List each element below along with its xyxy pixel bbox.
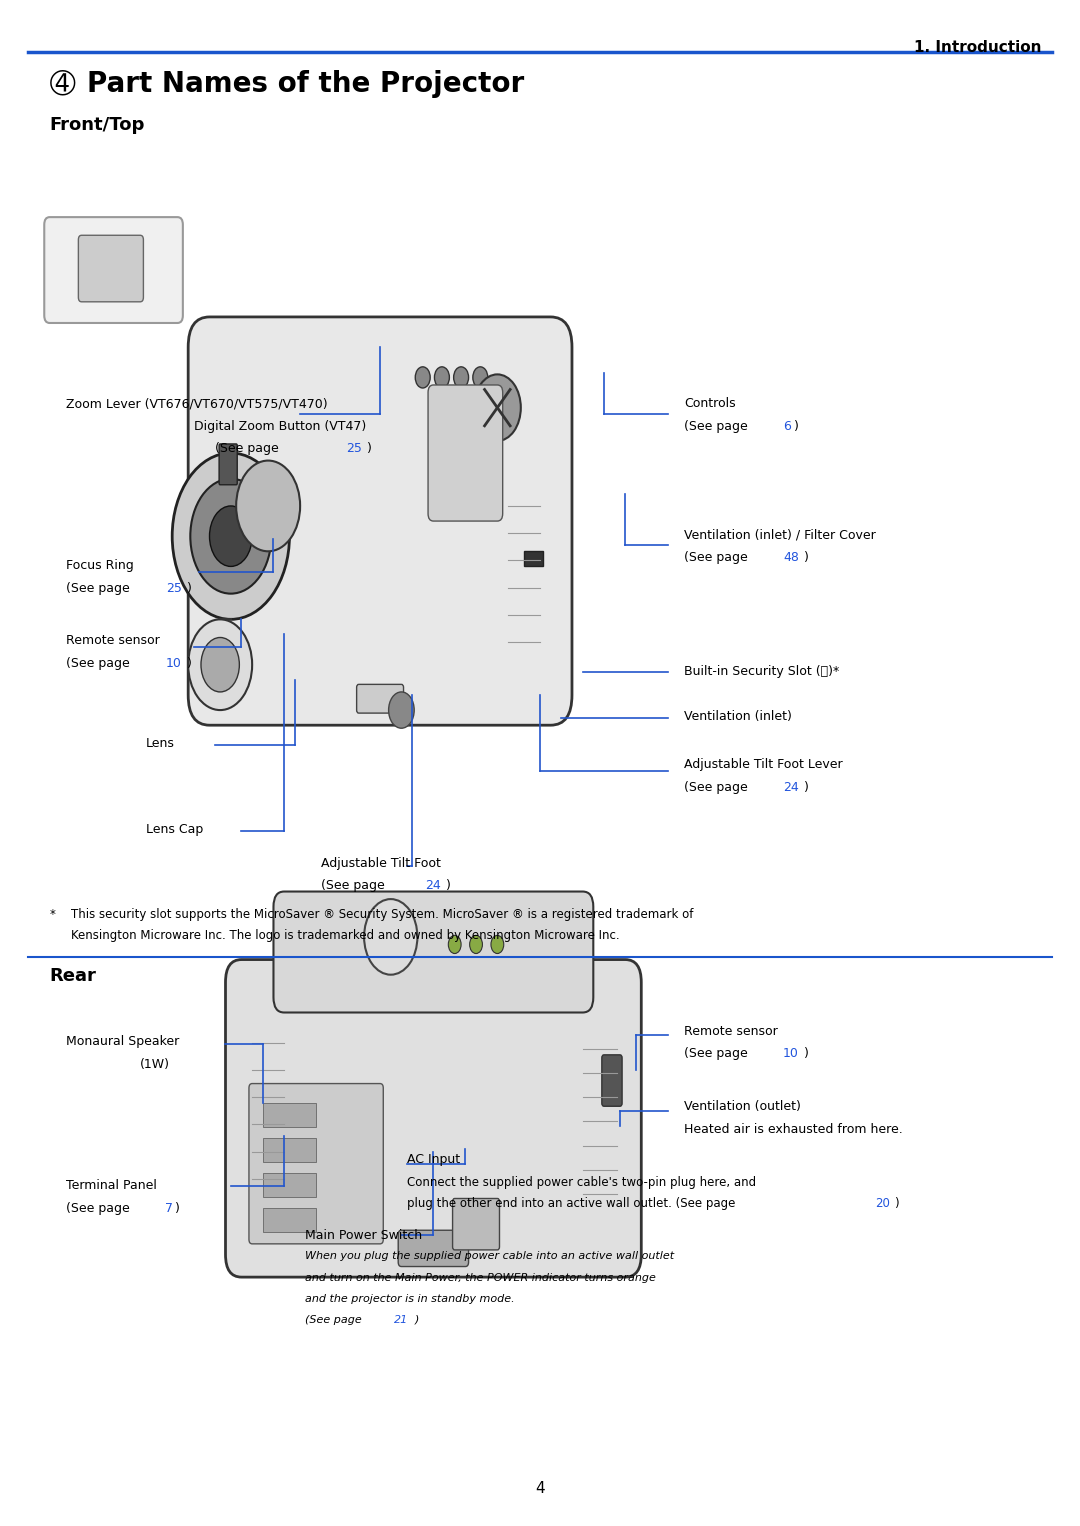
Text: 10: 10 [166, 658, 181, 670]
Circle shape [201, 638, 240, 691]
Text: (See page: (See page [684, 781, 752, 794]
Text: (1W): (1W) [140, 1058, 171, 1071]
Text: 1. Introduction: 1. Introduction [914, 40, 1041, 55]
Text: (See page: (See page [322, 879, 389, 893]
Circle shape [389, 691, 415, 728]
FancyBboxPatch shape [428, 385, 502, 520]
FancyBboxPatch shape [273, 891, 593, 1012]
Text: When you plug the supplied power cable into an active wall outlet: When you plug the supplied power cable i… [306, 1251, 675, 1262]
Text: AC Input: AC Input [407, 1154, 460, 1166]
FancyBboxPatch shape [262, 1103, 316, 1128]
FancyBboxPatch shape [602, 1054, 622, 1106]
Text: 48: 48 [783, 551, 799, 565]
Text: Kensington Microware Inc. The logo is trademarked and owned by Kensington Microw: Kensington Microware Inc. The logo is tr… [71, 929, 620, 943]
Text: (See page: (See page [66, 658, 133, 670]
Text: 25: 25 [166, 581, 181, 595]
Text: Connect the supplied power cable's two-pin plug here, and: Connect the supplied power cable's two-p… [407, 1177, 756, 1189]
Text: 20: 20 [875, 1196, 890, 1210]
FancyBboxPatch shape [453, 1198, 499, 1250]
Text: ): ) [187, 581, 192, 595]
Text: Lens Cap: Lens Cap [146, 824, 203, 836]
Circle shape [470, 935, 483, 954]
Text: (See page: (See page [684, 420, 752, 433]
Text: (See page: (See page [684, 1047, 752, 1061]
Text: ): ) [175, 1201, 180, 1215]
Text: (See page: (See page [215, 443, 283, 455]
Text: This security slot supports the MicroSaver ® Security System. MicroSaver ® is a : This security slot supports the MicroSav… [71, 908, 693, 922]
Circle shape [454, 366, 469, 388]
Text: Ventilation (outlet): Ventilation (outlet) [684, 1100, 800, 1112]
Text: (See page: (See page [684, 551, 752, 565]
Text: 4: 4 [536, 1482, 544, 1497]
Text: 24: 24 [424, 879, 441, 893]
Text: Remote sensor: Remote sensor [684, 1024, 778, 1038]
Circle shape [172, 453, 289, 620]
Text: plug the other end into an active wall outlet. (See page: plug the other end into an active wall o… [407, 1196, 739, 1210]
Text: Monaural Speaker: Monaural Speaker [66, 1035, 179, 1048]
Text: 21: 21 [394, 1315, 408, 1325]
Circle shape [190, 479, 271, 594]
Text: Front/Top: Front/Top [50, 116, 145, 134]
Circle shape [237, 461, 300, 551]
FancyBboxPatch shape [262, 1173, 316, 1196]
Text: and turn on the Main Power, the POWER indicator turns orange: and turn on the Main Power, the POWER in… [306, 1273, 657, 1282]
Text: 7: 7 [165, 1201, 173, 1215]
FancyBboxPatch shape [44, 217, 183, 324]
Circle shape [210, 507, 252, 566]
FancyBboxPatch shape [524, 551, 543, 566]
Text: 25: 25 [346, 443, 362, 455]
Text: Focus Ring: Focus Ring [66, 559, 133, 572]
Text: ➃: ➃ [50, 70, 76, 99]
Text: 24: 24 [783, 781, 799, 794]
Text: Adjustable Tilt Foot: Adjustable Tilt Foot [322, 856, 442, 870]
Text: Controls: Controls [684, 397, 735, 410]
FancyBboxPatch shape [249, 1083, 383, 1244]
FancyBboxPatch shape [356, 684, 404, 713]
FancyBboxPatch shape [188, 317, 572, 725]
Text: Built-in Security Slot (🔒)*: Built-in Security Slot (🔒)* [684, 665, 839, 678]
Text: Remote sensor: Remote sensor [66, 635, 160, 647]
Text: Lens: Lens [146, 737, 174, 751]
Text: (See page: (See page [66, 1201, 133, 1215]
Text: *: * [50, 908, 59, 922]
Text: Rear: Rear [50, 967, 96, 986]
Text: Terminal Panel: Terminal Panel [66, 1178, 157, 1192]
Circle shape [434, 366, 449, 388]
Text: Zoom Lever (VT676/VT670/VT575/VT470): Zoom Lever (VT676/VT670/VT575/VT470) [66, 397, 327, 410]
Text: ): ) [415, 1315, 419, 1325]
Text: (See page: (See page [66, 581, 133, 595]
Circle shape [364, 899, 417, 975]
FancyBboxPatch shape [262, 1207, 316, 1231]
Text: Part Names of the Projector: Part Names of the Projector [86, 70, 524, 99]
Text: Digital Zoom Button (VT47): Digital Zoom Button (VT47) [193, 420, 366, 433]
Text: and the projector is in standby mode.: and the projector is in standby mode. [306, 1294, 515, 1303]
Text: Main Power Switch: Main Power Switch [306, 1228, 422, 1242]
Circle shape [188, 620, 252, 710]
Text: Adjustable Tilt Foot Lever: Adjustable Tilt Foot Lever [684, 758, 842, 772]
Text: ): ) [805, 551, 809, 565]
Circle shape [448, 935, 461, 954]
Text: ): ) [805, 781, 809, 794]
Text: ): ) [446, 879, 451, 893]
Text: 10: 10 [783, 1047, 799, 1061]
FancyBboxPatch shape [226, 960, 642, 1277]
Circle shape [473, 366, 488, 388]
FancyBboxPatch shape [79, 235, 144, 302]
Circle shape [416, 366, 430, 388]
Text: ): ) [187, 658, 192, 670]
Text: 6: 6 [783, 420, 791, 433]
Text: (See page: (See page [306, 1315, 366, 1325]
Text: ): ) [794, 420, 798, 433]
Text: ): ) [805, 1047, 809, 1061]
Text: Ventilation (inlet): Ventilation (inlet) [684, 710, 792, 723]
Text: ): ) [894, 1196, 899, 1210]
FancyBboxPatch shape [399, 1230, 469, 1267]
FancyBboxPatch shape [262, 1138, 316, 1163]
FancyBboxPatch shape [219, 444, 238, 485]
Text: Heated air is exhausted from here.: Heated air is exhausted from here. [684, 1123, 903, 1135]
Text: ): ) [367, 443, 373, 455]
Circle shape [474, 374, 521, 441]
Text: Ventilation (inlet) / Filter Cover: Ventilation (inlet) / Filter Cover [684, 528, 876, 542]
Circle shape [491, 935, 503, 954]
